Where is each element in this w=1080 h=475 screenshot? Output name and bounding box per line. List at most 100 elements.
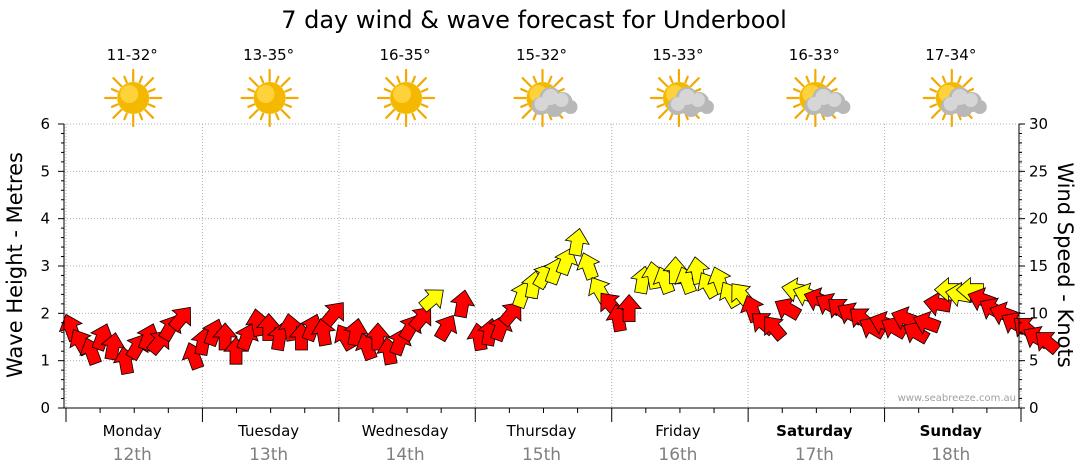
temperature-range-label: 11-32° — [107, 46, 158, 64]
cloud-highlight — [554, 93, 569, 107]
sun-ray — [957, 75, 962, 84]
sun-ray — [553, 77, 564, 88]
day-name-label: Monday — [103, 422, 162, 440]
sun-ray — [941, 112, 947, 121]
left-axis-tick-label: 4 — [40, 210, 50, 228]
sun-ray — [547, 75, 553, 84]
temperature-range-label: 13-35° — [243, 46, 294, 64]
temperature-range-label: 15-32° — [516, 46, 567, 64]
wind-arrow — [408, 306, 432, 333]
day-date-label: 14th — [386, 445, 425, 465]
wind-arrow — [912, 310, 942, 336]
sun-rays — [104, 68, 163, 128]
sun-ray — [383, 103, 392, 108]
day-date-label: 17th — [795, 445, 834, 465]
partly-cloudy-icon — [786, 68, 851, 128]
wind-arrow — [554, 247, 579, 277]
sunny-icon — [376, 68, 436, 128]
partly-cloudy-icon — [922, 68, 987, 128]
sun-ray — [112, 108, 123, 119]
right-axis-tick-label: 10 — [1029, 304, 1048, 322]
wind-arrow — [764, 316, 788, 342]
sun-ray — [383, 88, 392, 93]
right-axis-tick-label: 5 — [1029, 352, 1039, 370]
temperature-range-label: 17-34° — [925, 46, 976, 64]
sun-ray — [112, 77, 123, 88]
sun-ray — [147, 88, 156, 93]
left-axis-tick-label: 0 — [40, 399, 50, 417]
day-date-label: 15th — [522, 445, 561, 465]
right-axis-tick-labels: 0 5 10 15 20 25 30 — [1029, 115, 1048, 417]
right-axis-tick-label: 15 — [1029, 257, 1048, 275]
sun-ray — [521, 77, 532, 88]
sun-ray — [930, 77, 941, 88]
day-name-label: Thursday — [506, 422, 577, 440]
sun-ray — [144, 77, 155, 88]
sun-ray — [658, 77, 669, 88]
sun-ray — [829, 88, 838, 93]
wind-arrow — [576, 252, 601, 281]
wind-arrow — [616, 293, 642, 323]
sunny-icon — [104, 68, 163, 128]
sun-ray — [411, 112, 416, 121]
cloud-shape — [804, 87, 851, 117]
left-axis-tick-label: 1 — [40, 352, 50, 370]
wind-arrow-series — [58, 227, 1062, 376]
sun-ray — [284, 88, 292, 93]
wind-arrow — [774, 297, 803, 321]
sun-ray — [532, 75, 538, 84]
sun-ray — [930, 108, 941, 119]
sun-ray — [396, 75, 401, 84]
left-axis-tick-label: 3 — [40, 257, 50, 275]
sun-ray — [805, 112, 810, 121]
sun-ray — [385, 77, 396, 88]
partly-cloudy-icon — [649, 68, 714, 128]
day-name-label: Wednesday — [362, 422, 449, 440]
chart-axes — [58, 123, 1025, 422]
sun-ray — [962, 77, 973, 88]
chart-grid — [64, 123, 1022, 408]
sun-ray — [420, 103, 429, 108]
sun-ray — [689, 77, 700, 88]
sun-ray — [247, 103, 256, 108]
sun-ray — [248, 77, 259, 88]
sun-ray — [656, 103, 665, 108]
left-axis-tick-labels: 0 1 2 3 4 5 6 — [40, 115, 50, 417]
temperature-range-label: 16-33° — [789, 46, 840, 64]
daily-forecast-row: 11-32° 13-35° 16-35° 15-32° 15-33° 16-33° 17-3… — [104, 46, 987, 128]
sun-highlight — [120, 85, 139, 103]
sun-ray — [280, 108, 291, 119]
sun-ray — [929, 103, 938, 108]
sun-ray — [247, 88, 256, 93]
sunny-icon — [240, 68, 299, 128]
day-name-label: Saturday — [776, 422, 853, 440]
day-name-label: Sunday — [920, 422, 983, 440]
sun-rays — [376, 68, 436, 128]
right-axis-tick-label: 30 — [1029, 115, 1048, 133]
sun-ray — [520, 88, 528, 93]
sun-ray — [521, 108, 532, 119]
sun-ray — [656, 88, 665, 93]
sun-ray — [826, 77, 837, 88]
sun-ray — [110, 103, 119, 108]
wind-arrow — [320, 302, 344, 328]
sun-ray — [805, 75, 810, 84]
sun-ray — [275, 75, 280, 84]
wind-arrow — [449, 289, 476, 319]
right-axis-tick-label: 0 — [1029, 399, 1039, 417]
sun-ray — [123, 75, 128, 84]
wind-arrow — [923, 291, 952, 317]
sun-rays — [240, 68, 299, 128]
wind-arrow — [89, 323, 115, 352]
sun-ray — [669, 112, 674, 121]
day-name-label: Friday — [655, 422, 701, 440]
sun-ray — [532, 112, 538, 121]
sun-ray — [794, 77, 805, 88]
sun-ray — [929, 88, 938, 93]
day-date-label: 12th — [113, 445, 152, 465]
sun-ray — [284, 103, 292, 108]
sun-ray — [420, 88, 429, 93]
sun-ray — [966, 88, 975, 93]
sun-ray — [793, 88, 801, 93]
wind-arrow — [167, 306, 192, 333]
